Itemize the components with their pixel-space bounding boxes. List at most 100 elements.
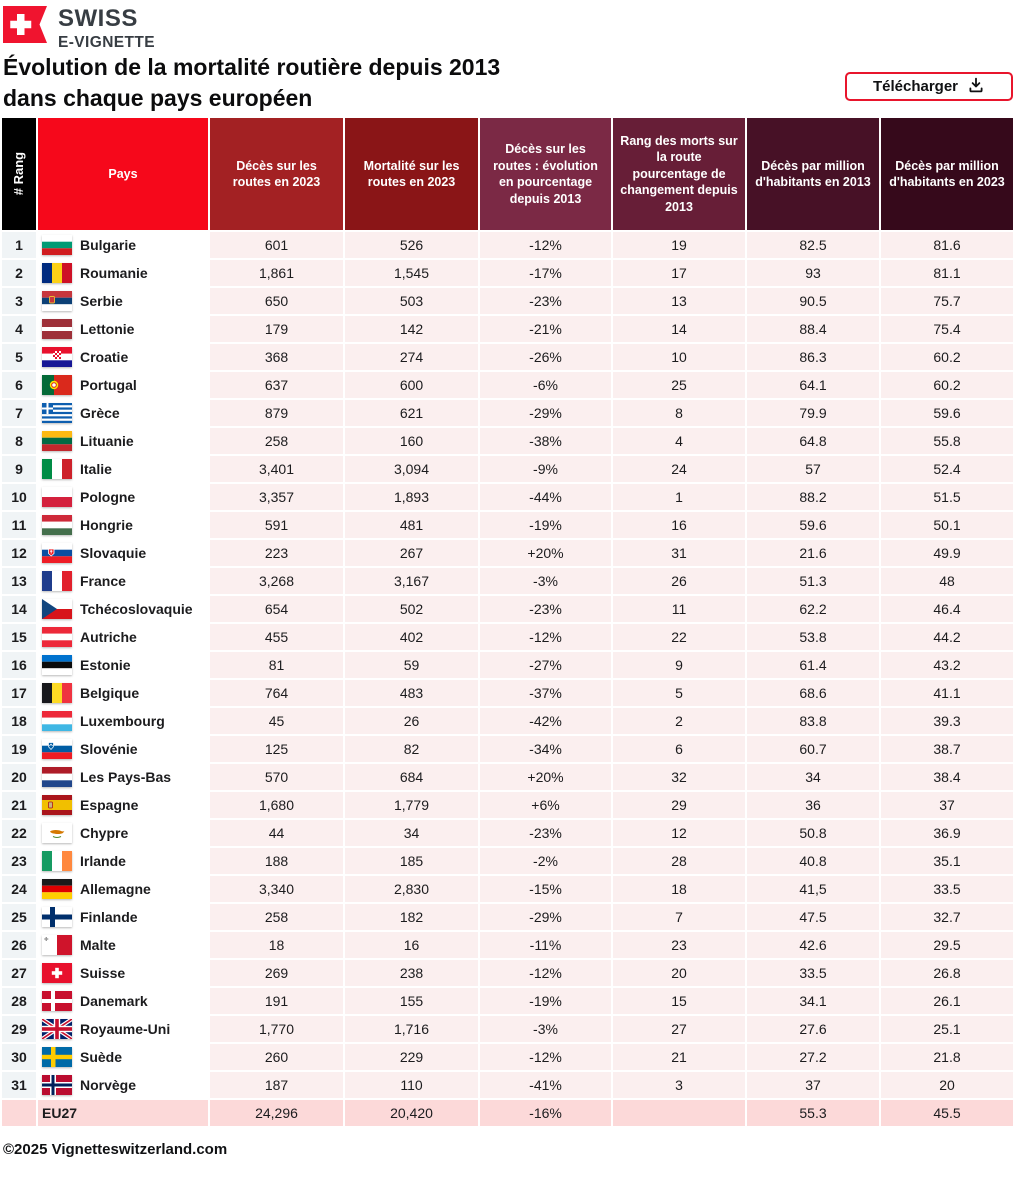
- per-million-2013-cell: 50.8: [747, 820, 879, 846]
- rank-change-cell: 21: [613, 1044, 745, 1070]
- brand-subname: E-VIGNETTE: [58, 34, 156, 51]
- deaths-2023-cell: 654: [210, 596, 343, 622]
- page-title: Évolution de la mortalité routière depui…: [3, 52, 500, 113]
- per-million-2013-cell: 36: [747, 792, 879, 818]
- rank-change-cell: 4: [613, 428, 745, 454]
- evolution-cell: -11%: [480, 932, 611, 958]
- flag-icon-croatie: [42, 347, 72, 367]
- per-million-2023-cell: 35.1: [881, 848, 1013, 874]
- per-million-2023-cell: 60.2: [881, 344, 1013, 370]
- country-cell: Croatie: [38, 344, 208, 370]
- rank-cell: 20: [2, 764, 36, 790]
- rank-change-cell: 16: [613, 512, 745, 538]
- mortality-2023-cell: 1,716: [345, 1016, 478, 1042]
- per-million-2023-cell: 25.1: [881, 1016, 1013, 1042]
- deaths-2023-cell: 1,680: [210, 792, 343, 818]
- per-million-2013-cell: 88.4: [747, 316, 879, 342]
- rank-cell: 10: [2, 484, 36, 510]
- country-cell: Malte: [38, 932, 208, 958]
- evolution-cell: -12%: [480, 624, 611, 650]
- per-million-2023-cell: 38.7: [881, 736, 1013, 762]
- country-cell: Espagne: [38, 792, 208, 818]
- country-name: Les Pays-Bas: [80, 769, 172, 785]
- rank-cell: 13: [2, 568, 36, 594]
- mortality-2023-cell: 82: [345, 736, 478, 762]
- per-million-2023-cell: 29.5: [881, 932, 1013, 958]
- per-million-2023-cell: 59.6: [881, 400, 1013, 426]
- brand-name: SWISS: [58, 5, 138, 32]
- country-name: Irlande: [80, 853, 126, 869]
- per-million-2013-cell: 61.4: [747, 652, 879, 678]
- deaths-2023-cell: 81: [210, 652, 343, 678]
- mortality-2023-cell: 1,779: [345, 792, 478, 818]
- column-header-evolution: Décès sur les routes : évolution en pour…: [480, 118, 611, 230]
- country-cell: France: [38, 568, 208, 594]
- per-million-2013-cell: 83.8: [747, 708, 879, 734]
- country-name: Portugal: [80, 377, 137, 393]
- rank-change-cell: 26: [613, 568, 745, 594]
- deaths-2023-cell: 3,401: [210, 456, 343, 482]
- evolution-cell: -23%: [480, 596, 611, 622]
- country-name: Lettonie: [80, 321, 135, 337]
- rank-cell: 12: [2, 540, 36, 566]
- column-header-million-2023: Décès par million d'habitants en 2023: [881, 118, 1013, 230]
- rank-change-cell: 13: [613, 288, 745, 314]
- per-million-2023-cell: 36.9: [881, 820, 1013, 846]
- evolution-cell: -19%: [480, 988, 611, 1014]
- per-million-2023-cell: 26.1: [881, 988, 1013, 1014]
- country-name: Chypre: [80, 825, 129, 841]
- evolution-cell: -17%: [480, 260, 611, 286]
- total-label: EU27: [42, 1105, 78, 1121]
- rank-change-cell: 17: [613, 260, 745, 286]
- evolution-cell: -21%: [480, 316, 611, 342]
- total-per-million-2023-cell: 45.5: [881, 1100, 1013, 1126]
- mortality-2023-cell: 155: [345, 988, 478, 1014]
- flag-icon-norvege: [42, 1075, 72, 1095]
- deaths-2023-cell: 1,861: [210, 260, 343, 286]
- country-name: Suède: [80, 1049, 123, 1065]
- rank-cell: 4: [2, 316, 36, 342]
- flag-icon-belgique: [42, 683, 72, 703]
- flag-icon-autriche: [42, 627, 72, 647]
- country-name: Lituanie: [80, 433, 134, 449]
- country-cell: Lituanie: [38, 428, 208, 454]
- country-name: Tchécoslovaquie: [80, 601, 193, 617]
- evolution-cell: -23%: [480, 820, 611, 846]
- country-cell: Italie: [38, 456, 208, 482]
- rank-change-cell: 2: [613, 708, 745, 734]
- per-million-2023-cell: 75.4: [881, 316, 1013, 342]
- per-million-2023-cell: 21.8: [881, 1044, 1013, 1070]
- mortality-2023-cell: 502: [345, 596, 478, 622]
- download-button[interactable]: Télécharger: [845, 72, 1013, 101]
- deaths-2023-cell: 258: [210, 428, 343, 454]
- country-name: Slovénie: [80, 741, 138, 757]
- per-million-2013-cell: 93: [747, 260, 879, 286]
- mortality-2023-cell: 110: [345, 1072, 478, 1098]
- rank-change-cell: 10: [613, 344, 745, 370]
- country-cell: Lettonie: [38, 316, 208, 342]
- evolution-cell: -44%: [480, 484, 611, 510]
- mortality-2023-cell: 160: [345, 428, 478, 454]
- per-million-2013-cell: 34: [747, 764, 879, 790]
- mortality-2023-cell: 229: [345, 1044, 478, 1070]
- evolution-cell: +20%: [480, 764, 611, 790]
- mortality-2023-cell: 3,167: [345, 568, 478, 594]
- per-million-2023-cell: 49.9: [881, 540, 1013, 566]
- page-title-line1: Évolution de la mortalité routière depui…: [3, 54, 501, 80]
- per-million-2013-cell: 62.2: [747, 596, 879, 622]
- rank-change-cell: 12: [613, 820, 745, 846]
- evolution-cell: -3%: [480, 568, 611, 594]
- rank-change-cell: 3: [613, 1072, 745, 1098]
- deaths-2023-cell: 45: [210, 708, 343, 734]
- evolution-cell: -37%: [480, 680, 611, 706]
- deaths-2023-cell: 879: [210, 400, 343, 426]
- flag-icon-france: [42, 571, 72, 591]
- deaths-2023-cell: 570: [210, 764, 343, 790]
- per-million-2023-cell: 43.2: [881, 652, 1013, 678]
- per-million-2013-cell: 59.6: [747, 512, 879, 538]
- column-header-million-2013: Décès par million d'habitants en 2013: [747, 118, 879, 230]
- per-million-2013-cell: 57: [747, 456, 879, 482]
- rank-cell: 31: [2, 1072, 36, 1098]
- rank-change-cell: 32: [613, 764, 745, 790]
- mortality-2023-cell: 1,545: [345, 260, 478, 286]
